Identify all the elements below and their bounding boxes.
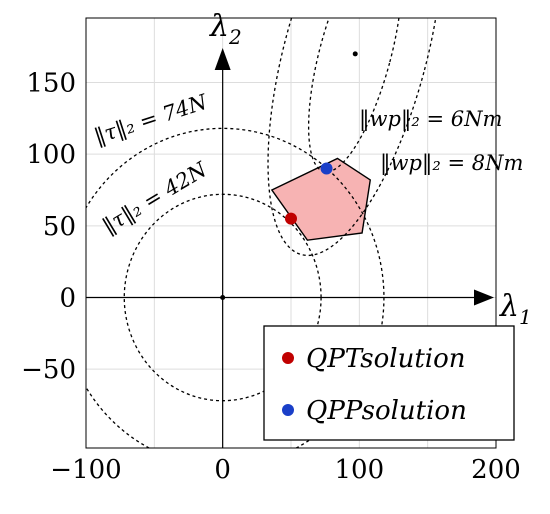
axes: [86, 48, 494, 448]
qpp-solution-point: [320, 162, 333, 175]
legend: QPTsolution QPPsolution: [263, 325, 515, 441]
legend-label-qpt: QPTsolution: [306, 344, 465, 374]
x-tick-label: −100: [50, 455, 121, 485]
wp-6-label: ‖wp‖₂ = 6Nm: [359, 107, 502, 132]
legend-label-qpp: QPPsolution: [306, 396, 467, 426]
x-tick-label: 0: [214, 455, 231, 485]
origin-point: [220, 295, 226, 300]
y-tick-label: 100: [26, 140, 76, 170]
wp-center-point: [352, 51, 358, 57]
y-axis-arrow: [214, 48, 231, 70]
y-tick-label: 50: [43, 212, 76, 242]
tick-labels: −100 0 100 200 −50 0 50 100 150: [21, 69, 521, 486]
y-axis-label: λ2: [209, 9, 242, 49]
y-tick-label: 0: [59, 284, 76, 314]
x-axis-label: λ1: [499, 289, 532, 329]
x-tick-label: 100: [335, 455, 385, 485]
x-axis-arrow: [474, 289, 494, 306]
legend-marker-qpt: [282, 352, 294, 364]
wp-contour-1: [267, 18, 444, 257]
wp-8-label: ‖wp‖₂ = 8Nm: [380, 151, 523, 176]
x-tick-label: 200: [471, 455, 521, 485]
y-tick-label: −50: [21, 355, 76, 385]
legend-box: [263, 325, 515, 441]
legend-marker-qpp: [282, 404, 294, 416]
plot-frame: [85, 17, 497, 449]
y-tick-label: 150: [26, 69, 76, 99]
qpt-solution-point: [285, 212, 297, 225]
data-points: [285, 162, 333, 225]
tau-74-label: ‖τ‖₂ = 74N: [91, 90, 211, 150]
